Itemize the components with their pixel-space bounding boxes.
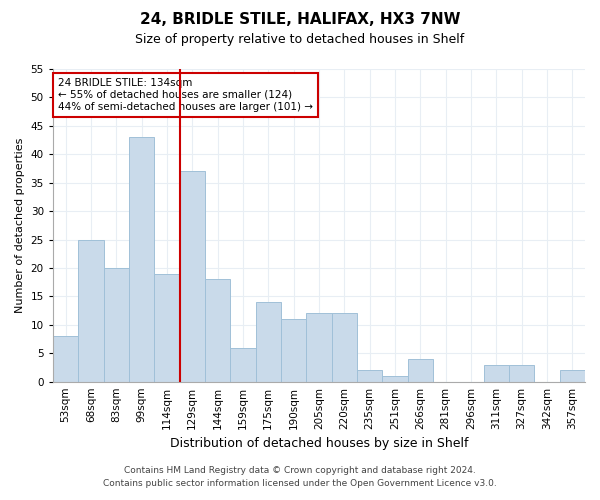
Bar	[306, 314, 332, 382]
Bar	[104, 268, 129, 382]
Bar	[281, 319, 306, 382]
Bar	[256, 302, 281, 382]
Bar	[129, 137, 154, 382]
Bar	[53, 336, 78, 382]
Bar	[332, 314, 357, 382]
Text: 24 BRIDLE STILE: 134sqm
← 55% of detached houses are smaller (124)
44% of semi-d: 24 BRIDLE STILE: 134sqm ← 55% of detache…	[58, 78, 313, 112]
Bar	[509, 364, 535, 382]
Bar	[154, 274, 179, 382]
Bar	[382, 376, 407, 382]
Y-axis label: Number of detached properties: Number of detached properties	[15, 138, 25, 313]
Text: 24, BRIDLE STILE, HALIFAX, HX3 7NW: 24, BRIDLE STILE, HALIFAX, HX3 7NW	[140, 12, 460, 28]
X-axis label: Distribution of detached houses by size in Shelf: Distribution of detached houses by size …	[170, 437, 468, 450]
Bar	[78, 240, 104, 382]
Bar	[407, 359, 433, 382]
Bar	[230, 348, 256, 382]
Text: Size of property relative to detached houses in Shelf: Size of property relative to detached ho…	[136, 32, 464, 46]
Bar	[179, 172, 205, 382]
Bar	[484, 364, 509, 382]
Bar	[357, 370, 382, 382]
Bar	[560, 370, 585, 382]
Bar	[205, 280, 230, 382]
Text: Contains HM Land Registry data © Crown copyright and database right 2024.
Contai: Contains HM Land Registry data © Crown c…	[103, 466, 497, 487]
